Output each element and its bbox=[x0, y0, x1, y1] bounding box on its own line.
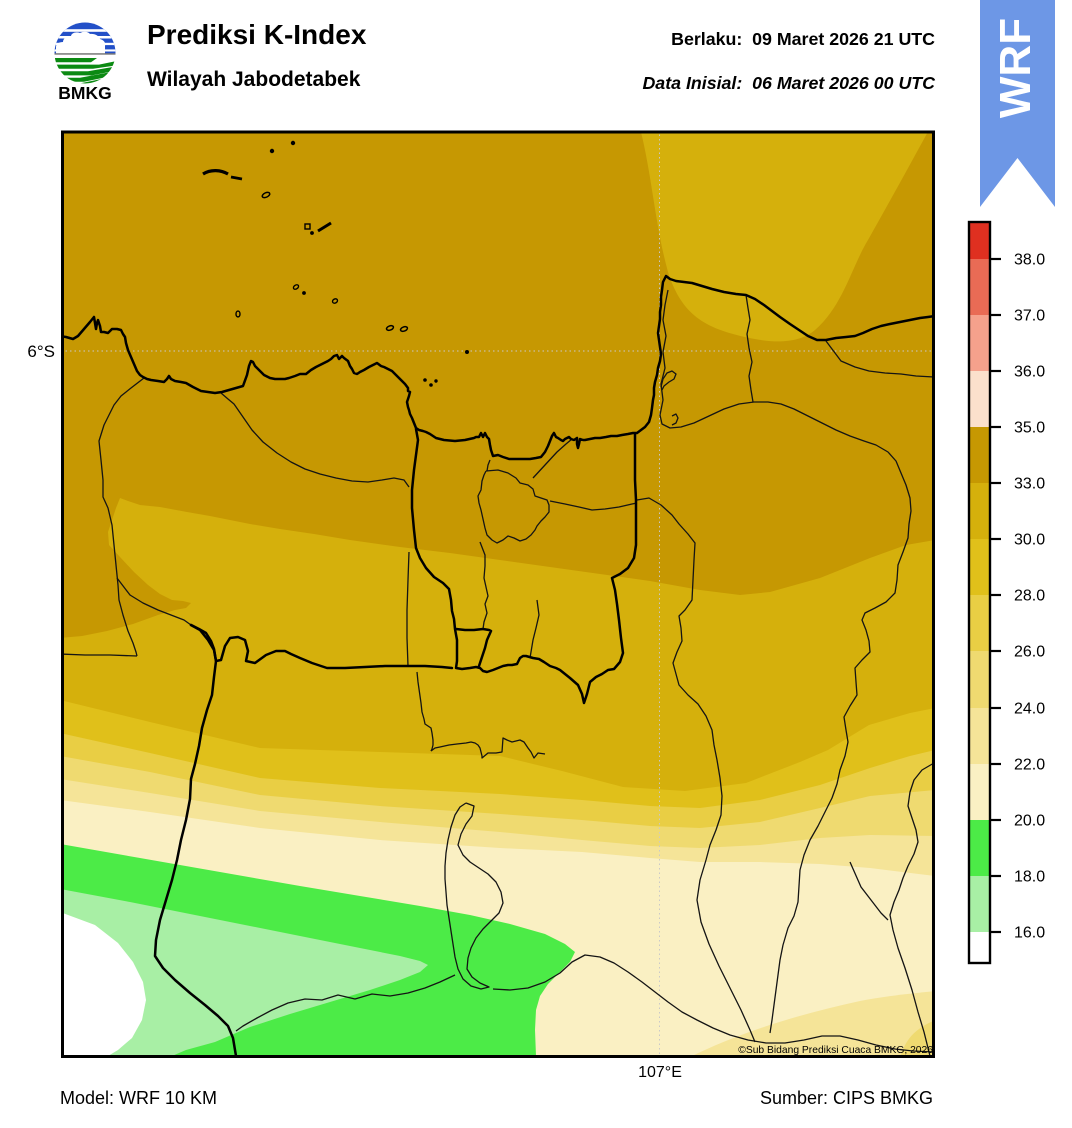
svg-text:16.0: 16.0 bbox=[1014, 925, 1045, 942]
svg-text:22.0: 22.0 bbox=[1014, 757, 1045, 774]
svg-text:Wilayah Jabodetabek: Wilayah Jabodetabek bbox=[147, 68, 361, 91]
svg-text:Berlaku: 09 Maret 2026 21 UTC: Berlaku: 09 Maret 2026 21 UTC bbox=[671, 29, 935, 49]
svg-text:37.0: 37.0 bbox=[1014, 308, 1045, 325]
svg-text:35.0: 35.0 bbox=[1014, 420, 1045, 437]
svg-text:20.0: 20.0 bbox=[1014, 813, 1045, 830]
svg-text:WRF: WRF bbox=[991, 18, 1040, 118]
svg-text:6°S: 6°S bbox=[27, 342, 55, 361]
svg-text:Prediksi K-Index: Prediksi K-Index bbox=[147, 19, 367, 50]
svg-text:Data Inisial: 06 Maret 2026 0: Data Inisial: 06 Maret 2026 00 UTC bbox=[642, 73, 936, 93]
svg-text:33.0: 33.0 bbox=[1014, 476, 1045, 493]
svg-text:26.0: 26.0 bbox=[1014, 644, 1045, 661]
svg-text:BMKG: BMKG bbox=[58, 83, 111, 103]
svg-text:©Sub Bidang Prediksi Cuaca BMK: ©Sub Bidang Prediksi Cuaca BMKG, 2026 bbox=[738, 1045, 933, 1056]
svg-text:Model: WRF 10 KM: Model: WRF 10 KM bbox=[60, 1088, 217, 1108]
svg-text:28.0: 28.0 bbox=[1014, 588, 1045, 605]
svg-text:24.0: 24.0 bbox=[1014, 701, 1045, 718]
svg-text:107°E: 107°E bbox=[638, 1064, 682, 1081]
svg-text:Sumber: CIPS BMKG: Sumber: CIPS BMKG bbox=[760, 1088, 933, 1108]
svg-text:18.0: 18.0 bbox=[1014, 869, 1045, 886]
svg-text:30.0: 30.0 bbox=[1014, 532, 1045, 549]
svg-text:36.0: 36.0 bbox=[1014, 364, 1045, 381]
svg-text:38.0: 38.0 bbox=[1014, 252, 1045, 269]
